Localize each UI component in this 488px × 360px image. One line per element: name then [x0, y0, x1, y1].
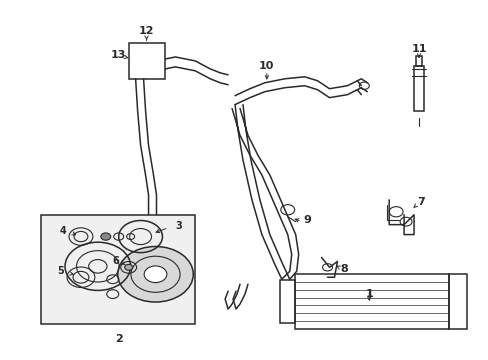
Text: 10: 10	[259, 61, 274, 71]
Bar	[413, 66, 423, 111]
Text: 4: 4	[60, 226, 66, 235]
Circle shape	[101, 233, 111, 240]
Text: 5: 5	[58, 266, 64, 276]
Bar	[279, 280, 294, 323]
Text: 7: 7	[416, 197, 424, 207]
Bar	[448, 274, 466, 329]
Text: 8: 8	[340, 264, 347, 274]
Text: 9: 9	[303, 215, 311, 225]
Circle shape	[144, 266, 166, 283]
Circle shape	[118, 247, 193, 302]
Text: 2: 2	[115, 334, 122, 344]
Text: 11: 11	[410, 44, 426, 54]
Text: 1: 1	[365, 289, 372, 299]
Bar	[415, 56, 421, 66]
Text: 12: 12	[139, 26, 154, 36]
Text: 3: 3	[175, 221, 182, 231]
Bar	[41, 215, 195, 324]
Text: 13: 13	[111, 50, 126, 60]
Text: 6: 6	[112, 256, 119, 266]
Bar	[294, 274, 448, 329]
Bar	[128, 43, 165, 79]
Circle shape	[124, 264, 132, 270]
